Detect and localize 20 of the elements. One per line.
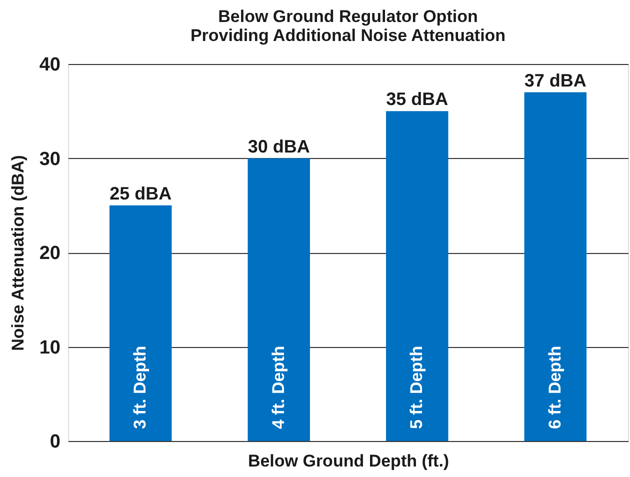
x-tick-label: 4 ft. Depth <box>268 346 288 429</box>
y-axis-title: Noise Attenuation (dBA) <box>8 155 28 351</box>
bar <box>248 158 310 441</box>
x-axis-title: Below Ground Depth (ft.) <box>248 452 450 470</box>
data-label: 25 dBA <box>110 183 172 204</box>
chart-title: Below Ground Regulator Option Providing Additional Noise Attenuation <box>190 7 506 45</box>
x-tick-label: 6 ft. Depth <box>545 346 564 429</box>
bar <box>386 111 448 441</box>
y-tick-label: 40 <box>39 54 60 76</box>
x-tick-label: 3 ft. Depth <box>130 346 150 429</box>
y-tick-label: 10 <box>39 337 60 358</box>
data-label: 30 dBA <box>248 136 310 156</box>
y-tick-label: 0 <box>50 432 60 452</box>
data-label: 37 dBA <box>524 70 586 90</box>
y-tick-label: 20 <box>39 243 60 264</box>
bar <box>109 205 172 441</box>
data-label: 35 dBA <box>386 89 448 110</box>
x-tick-label: 5 ft. Depth <box>407 346 426 429</box>
bar <box>524 92 587 441</box>
y-tick-label: 30 <box>39 148 60 170</box>
